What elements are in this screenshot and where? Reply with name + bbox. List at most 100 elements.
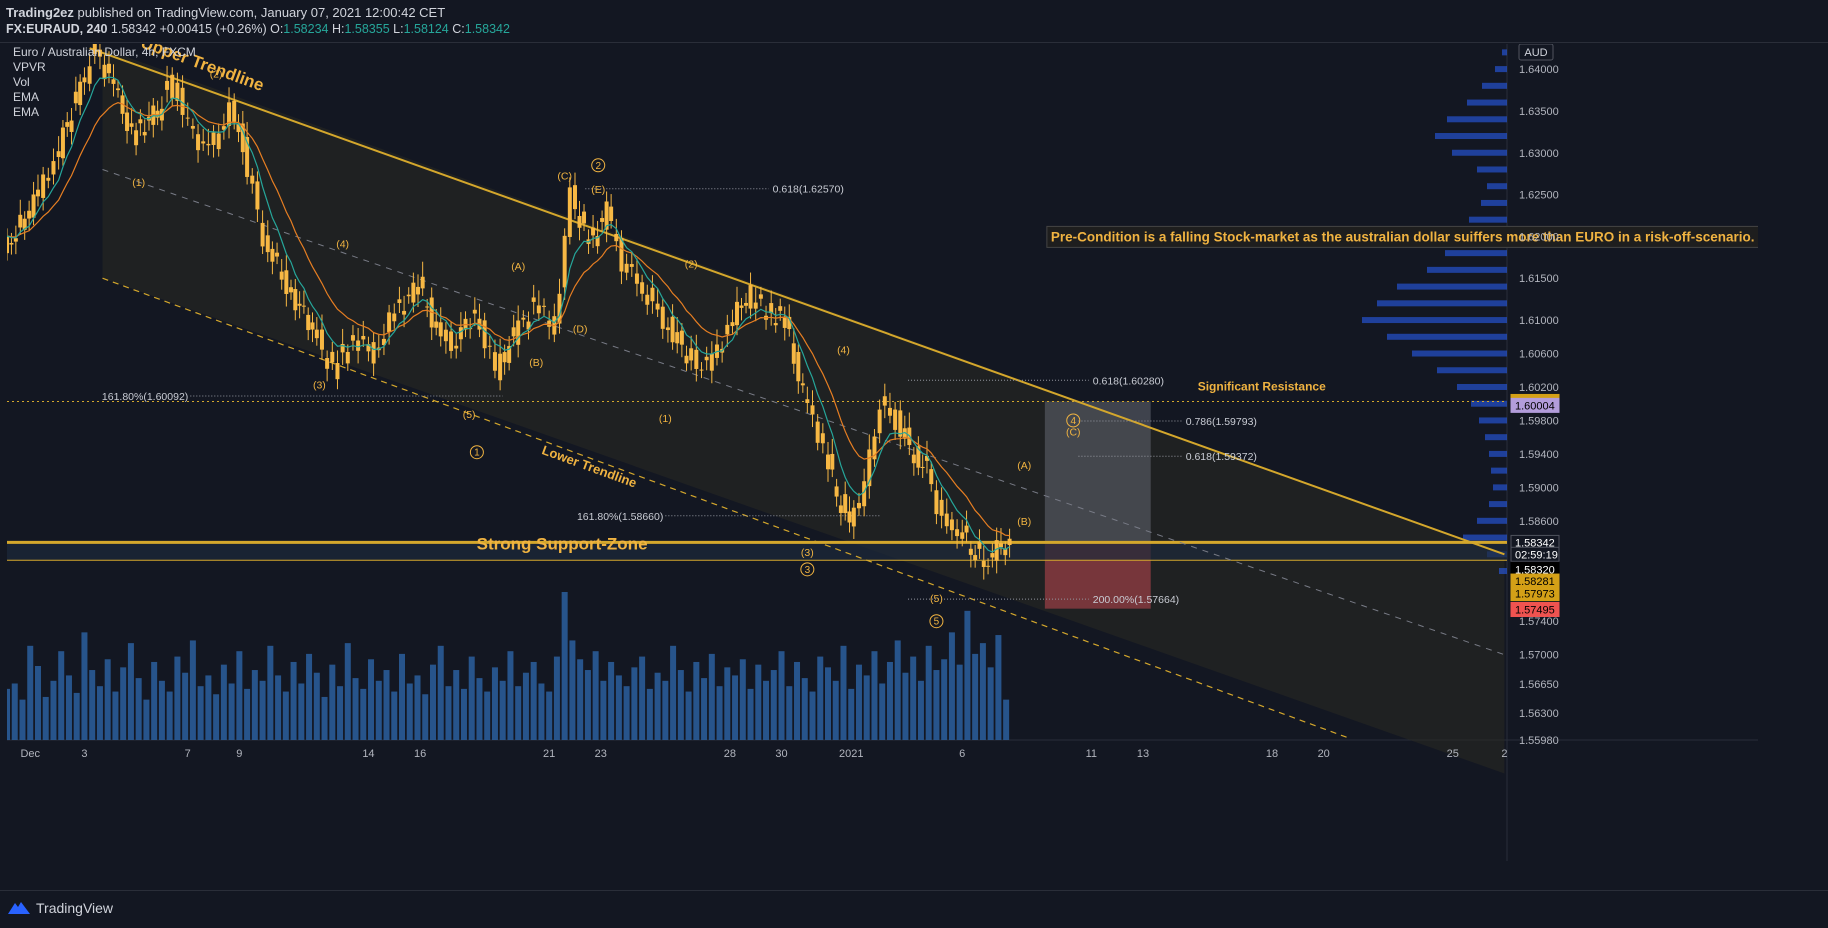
volume-bar (406, 683, 413, 740)
fib-label: 161.80%(1.58660) (577, 511, 663, 523)
volume-bar (933, 670, 940, 740)
candle-body (577, 215, 582, 228)
candle-body (387, 312, 392, 333)
volume-bar (344, 643, 351, 740)
volume-bar (987, 667, 994, 740)
candle-body (805, 399, 810, 404)
legend-title: Euro / Australian Dollar, 4h, FXCM (13, 45, 196, 59)
vpvr-row (1471, 400, 1507, 407)
fib-label: 200.00%(1.57664) (1093, 594, 1179, 606)
volume-bar (770, 670, 777, 740)
candle-body (236, 124, 241, 133)
candle-body (5, 235, 9, 254)
volume-bar (4, 688, 10, 740)
symbol-label[interactable]: FX:EURAUD, 240 (6, 22, 108, 36)
candle-body (734, 301, 739, 326)
wave-circle (1066, 413, 1081, 428)
time-tick-label: 30 (775, 748, 787, 760)
volume-bar (654, 672, 661, 740)
candle-body (340, 343, 345, 353)
wave-label: (1) (132, 177, 145, 189)
candle-body (142, 131, 147, 136)
candle-body (694, 349, 699, 369)
vpvr-row (1457, 383, 1507, 390)
candle-body (536, 305, 541, 314)
close-value: 1.58342 (464, 22, 510, 36)
volume-bar (863, 675, 870, 740)
wave-circle-label: 3 (805, 565, 811, 576)
volume-bar (538, 683, 545, 740)
candle-body (211, 132, 216, 145)
candle-body (920, 466, 925, 468)
candle-body (402, 310, 407, 315)
candle-body (310, 322, 315, 330)
candle-body (416, 286, 421, 295)
candle-body (1007, 538, 1012, 545)
time-tick-label: 3 (81, 748, 87, 760)
volume-bar (375, 680, 382, 740)
volume-bar (832, 680, 839, 740)
volume-bar (437, 645, 444, 740)
candle-body (990, 553, 995, 558)
volume-bar (631, 667, 638, 740)
target-zone (1044, 401, 1151, 543)
candle-body (245, 137, 250, 177)
volume-bar (414, 675, 421, 740)
volume-bar (484, 691, 491, 740)
candle-body (116, 88, 121, 91)
fib-label: 0.618(1.60280) (1093, 375, 1164, 387)
last-price: 1.58342 (110, 22, 157, 36)
volume-bar (840, 645, 847, 740)
ema-slow-line (6, 102, 1010, 537)
candle-body (472, 309, 477, 314)
volume-bar (910, 656, 917, 740)
price-chart[interactable]: 0.618(1.62570) 161.80%(1.60092) 0.618(1.60… (4, 27, 1760, 861)
candle-body (619, 237, 624, 272)
volume-bar (693, 661, 700, 740)
legend-indicator: VPVR (13, 60, 46, 74)
vpvr-row (1387, 333, 1507, 340)
author-name[interactable]: Trading2ez (6, 5, 74, 20)
price-tick-label: 1.60600 (1519, 349, 1559, 361)
wave-label: (5) (930, 593, 943, 605)
volume-bar (73, 692, 80, 740)
volume-bar (670, 645, 677, 740)
candle-body (902, 428, 907, 439)
candle-body (92, 42, 97, 54)
volume-bar (244, 688, 251, 740)
candle-body (165, 80, 170, 90)
candle-body (640, 282, 645, 294)
candle-body (51, 161, 56, 175)
publish-header: Trading2ez published on TradingView.com,… (0, 0, 1828, 43)
volume-bar (941, 659, 948, 740)
channel-midline (102, 169, 1505, 656)
vpvr-row (1482, 82, 1507, 89)
volume-bar (569, 640, 576, 740)
volume-bar (460, 688, 467, 740)
candle-body (542, 305, 547, 307)
wave-label: (3) (313, 380, 326, 392)
candle-body (46, 177, 51, 181)
volume-bar (577, 659, 584, 740)
time-tick-label: 25 (1447, 748, 1459, 760)
chart-area[interactable]: 0.618(1.62570) 161.80%(1.60092) 0.618(1.60… (4, 27, 1760, 861)
fib-label: 0.618(1.59372) (1186, 451, 1257, 463)
upper-trendline (89, 47, 1505, 556)
candle-body (406, 294, 411, 297)
candle-body (973, 555, 978, 561)
candle-body (111, 79, 116, 84)
volume-bar (391, 691, 398, 740)
candle-body (82, 77, 87, 83)
volume-bar (476, 678, 483, 740)
tradingview-logo[interactable]: TradingView (8, 900, 113, 916)
wave-label: (E) (591, 184, 605, 196)
candle-body (138, 119, 143, 124)
volume-bar (716, 686, 723, 740)
volume-bar (50, 680, 57, 740)
candle-body (567, 187, 572, 237)
candle-body (22, 218, 27, 230)
price-tick-label: 1.57000 (1519, 650, 1559, 662)
candle-body (371, 342, 376, 364)
volume-bar (329, 664, 336, 740)
price-tick-label: 1.63500 (1519, 106, 1559, 118)
